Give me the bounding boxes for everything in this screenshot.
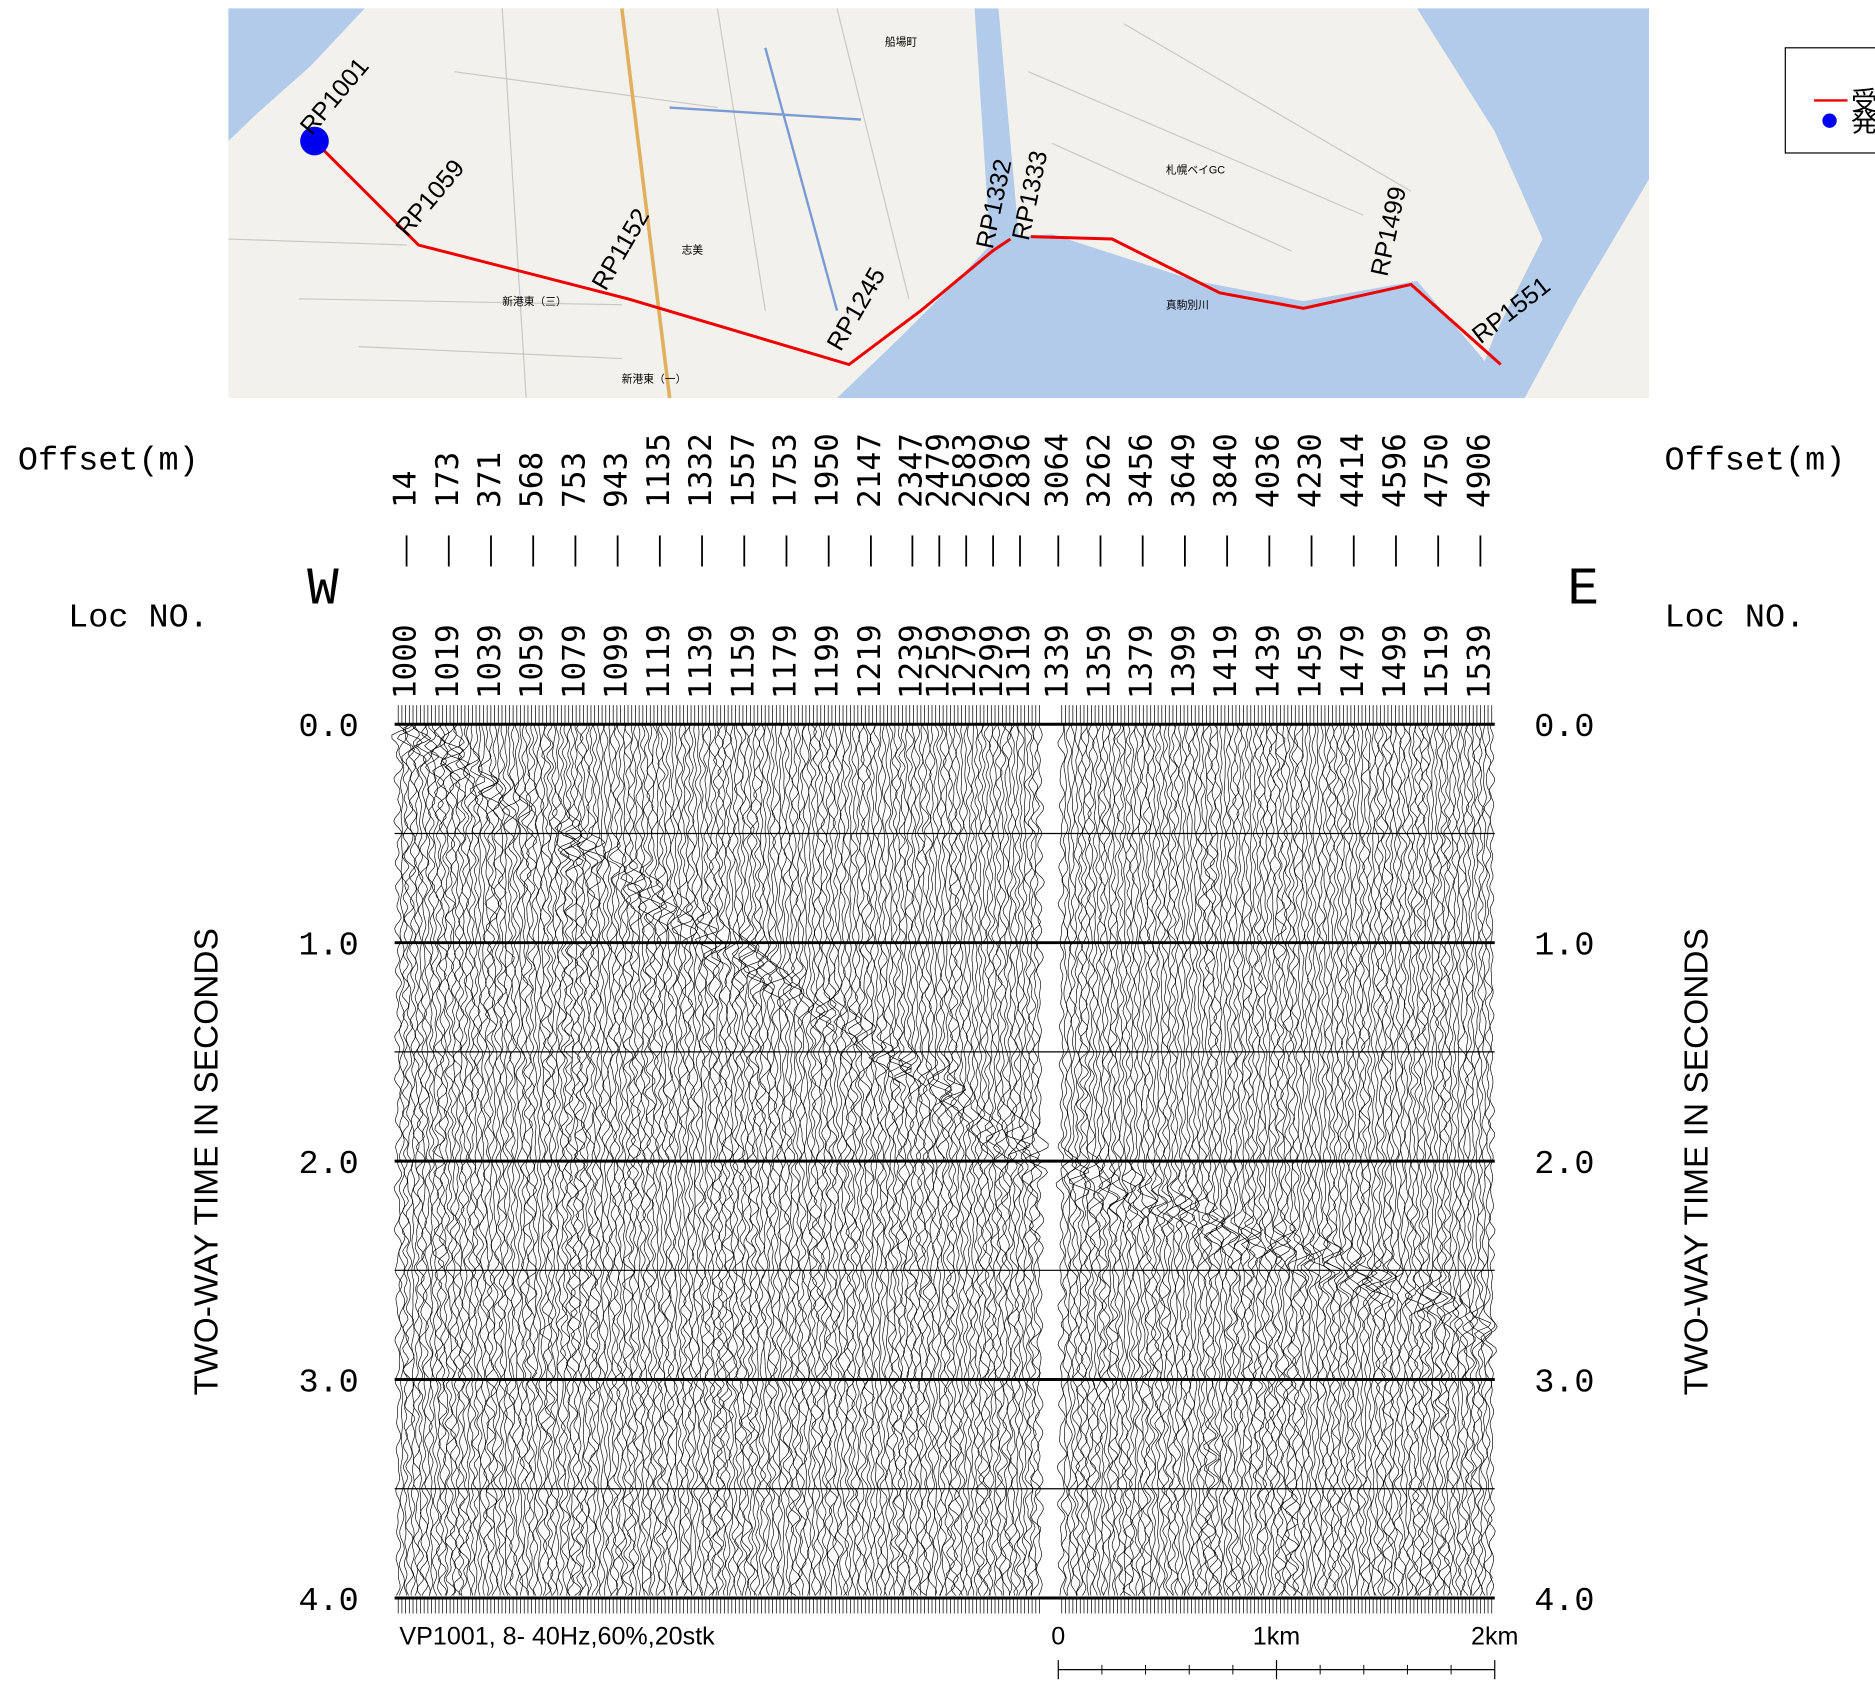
- loc-label: 1479: [1335, 624, 1371, 699]
- loc-label: 1199: [810, 624, 846, 699]
- place-name: 船場町: [885, 35, 918, 48]
- offset-label: 4414: [1335, 433, 1371, 508]
- time-tick-label: 0.0: [1534, 709, 1594, 747]
- loc-label: 1219: [852, 624, 888, 699]
- place-name: 真駒別川: [1166, 298, 1209, 311]
- sea: [228, 8, 365, 142]
- place-name: 新港東（三）: [502, 295, 567, 308]
- offset-label: 371: [472, 452, 508, 508]
- loc-label: 1359: [1081, 624, 1117, 699]
- loc-label: 1119: [641, 624, 677, 699]
- offset-title: Offset(m): [18, 443, 199, 481]
- offset-label: 2836: [1001, 433, 1037, 508]
- offset-label: 1753: [767, 433, 803, 508]
- time-axis-label: TWO-WAY TIME IN SECONDS: [189, 928, 226, 1395]
- loc-label: 1139: [683, 624, 719, 699]
- traces: [391, 705, 1498, 1614]
- offset-label: 3649: [1166, 433, 1202, 508]
- loc-title: Loc NO.: [1665, 599, 1806, 637]
- loc-label: 1099: [599, 624, 635, 699]
- loc-label: 1259: [920, 624, 956, 699]
- offset-label: 2347: [893, 433, 929, 508]
- time-tick-label: 1.0: [1534, 928, 1594, 966]
- offset-label: 4750: [1419, 433, 1455, 508]
- loc-label: 1519: [1419, 624, 1455, 699]
- loc-label: 1179: [767, 624, 803, 699]
- offset-label: 3840: [1208, 433, 1244, 508]
- loc-label: 1399: [1166, 624, 1202, 699]
- loc-label: 1079: [556, 624, 592, 699]
- offset-label: 4596: [1377, 433, 1413, 508]
- offset-label: 4036: [1250, 433, 1286, 508]
- loc-label: 1019: [430, 624, 466, 699]
- offset-label: 4230: [1293, 433, 1329, 508]
- river: [1417, 8, 1649, 398]
- loc-label: 1279: [947, 624, 983, 699]
- loc-label: 1239: [893, 624, 929, 699]
- offset-label: 1135: [641, 433, 677, 508]
- time-tick-label: 1.0: [298, 928, 358, 966]
- west-label: W: [307, 560, 339, 620]
- place-name: 札幌ベイGC: [1166, 163, 1225, 176]
- time-tick-label: 2.0: [298, 1146, 358, 1184]
- loc-label: 1419: [1208, 624, 1244, 699]
- legend-label: 受: [1851, 86, 1875, 116]
- offset-label: 1332: [683, 433, 719, 508]
- loc-label: 1439: [1250, 624, 1286, 699]
- offset-label: 4906: [1461, 433, 1497, 508]
- time-tick-label: 4.0: [1534, 1583, 1594, 1621]
- time-tick-label: 0.0: [298, 709, 358, 747]
- loc-label: 1499: [1377, 624, 1413, 699]
- time-axis-label: TWO-WAY TIME IN SECONDS: [1679, 928, 1716, 1395]
- offset-label: 568: [514, 452, 550, 508]
- east-label: E: [1567, 560, 1599, 620]
- scale-label: 1km: [1253, 1623, 1300, 1651]
- place-name: 新港東（一）: [622, 372, 687, 385]
- offset-label: 753: [556, 452, 592, 508]
- loc-label: 1339: [1039, 624, 1075, 699]
- loc-label: 1299: [974, 624, 1010, 699]
- offset-label: 1950: [810, 433, 846, 508]
- loc-label: 1159: [725, 624, 761, 699]
- offset-label: 14: [388, 471, 424, 508]
- scale-label: 2km: [1471, 1623, 1518, 1651]
- offset-label: 2479: [920, 433, 956, 508]
- time-tick-label: 3.0: [298, 1364, 358, 1402]
- time-tick-label: 2.0: [1534, 1146, 1594, 1184]
- offset-label: 2583: [947, 433, 983, 508]
- time-tick-label: 3.0: [1534, 1364, 1594, 1402]
- time-tick-label: 4.0: [298, 1583, 358, 1621]
- offset-label: 1557: [725, 433, 761, 508]
- legend-label: 発: [1851, 107, 1875, 137]
- loc-label: 1059: [514, 624, 550, 699]
- receiver-line: [313, 139, 1502, 367]
- loc-label: 1319: [1001, 624, 1037, 699]
- loc-label: 1539: [1461, 624, 1497, 699]
- offset-label: 3262: [1081, 433, 1117, 508]
- offset-label: 2147: [852, 433, 888, 508]
- loc-label: 1000: [388, 624, 424, 699]
- offset-label: 3064: [1039, 433, 1075, 508]
- map-roads: [228, 8, 1412, 399]
- offset-title: Offset(m): [1665, 443, 1846, 481]
- offset-label: 173: [430, 452, 466, 508]
- loc-title: Loc NO.: [68, 599, 209, 637]
- scale-label: 0: [1051, 1623, 1065, 1651]
- offset-label: 943: [599, 452, 635, 508]
- place-name: 志美: [682, 243, 704, 256]
- loc-label: 1459: [1293, 624, 1329, 699]
- offset-label: 3456: [1124, 433, 1160, 508]
- offset-label: 2699: [974, 433, 1010, 508]
- loc-label: 1379: [1124, 624, 1160, 699]
- loc-label: 1039: [472, 624, 508, 699]
- caption: VP1001, 8- 40Hz,60%,20stk: [399, 1623, 715, 1651]
- source-point: [300, 126, 329, 156]
- legend-dot: [1822, 113, 1837, 128]
